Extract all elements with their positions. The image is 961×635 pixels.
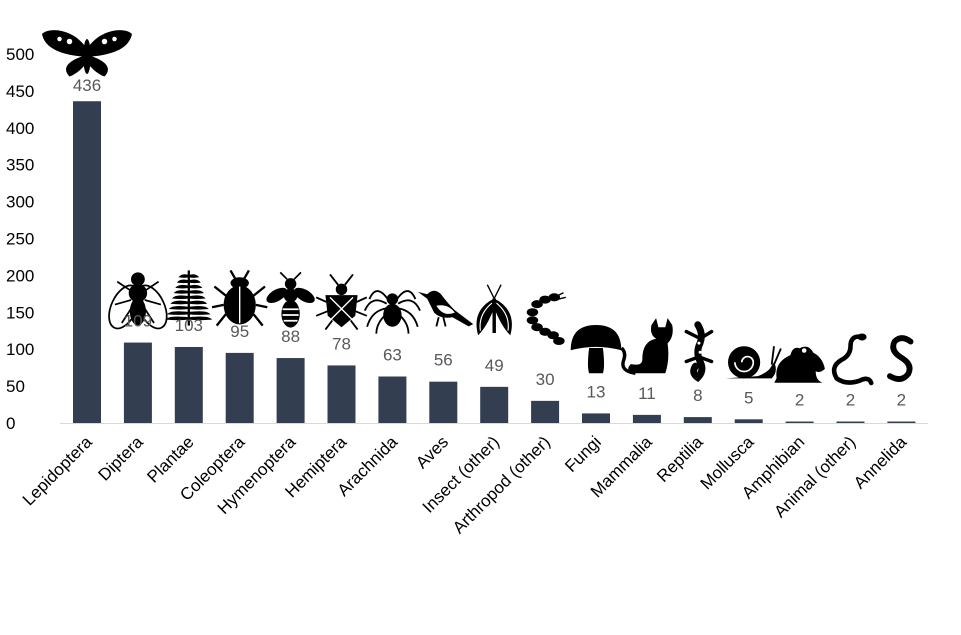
data-label: 56 (434, 351, 453, 370)
mushroom-icon (570, 325, 622, 374)
data-label: 88 (281, 327, 300, 346)
x-tick-label: Lepidoptera (19, 432, 96, 509)
bar (174, 346, 203, 423)
y-tick-label: 0 (6, 414, 15, 433)
worm-icon (887, 335, 914, 382)
data-labels: 436 109 103 95 88 78 63 56 49 30 13 11 8 5 2 2 2 (73, 76, 906, 409)
bird-icon (418, 290, 474, 327)
bar (327, 365, 356, 423)
snake-icon (831, 333, 874, 386)
x-tick-label: Arthropod (other) (449, 432, 554, 537)
data-label: 49 (485, 356, 504, 375)
data-label: 436 (73, 76, 101, 95)
data-label: 2 (846, 391, 855, 410)
bar (73, 101, 101, 424)
x-tick-label: Aves (412, 432, 452, 472)
bar (836, 421, 865, 423)
moth-icon (42, 30, 132, 77)
frog-icon (774, 346, 825, 383)
bar (887, 421, 916, 423)
y-tick-label: 50 (6, 377, 25, 396)
bar (480, 386, 509, 423)
data-label: 5 (744, 388, 753, 407)
bar (734, 419, 763, 423)
y-tick-label: 400 (6, 119, 34, 138)
y-tick-label: 250 (6, 230, 34, 249)
y-axis: 0 50 100 150 200 250 300 350 400 450 500 (6, 45, 34, 433)
y-tick-label: 100 (6, 340, 34, 359)
bars (73, 101, 916, 424)
data-label: 78 (332, 334, 351, 353)
bar (429, 381, 458, 423)
bar (123, 342, 152, 423)
bar (582, 413, 610, 423)
beetle-icon (211, 269, 268, 327)
y-tick-label: 500 (6, 45, 34, 64)
y-tick-label: 200 (6, 266, 34, 285)
millipede-icon (526, 292, 566, 346)
y-tick-label: 350 (6, 156, 34, 175)
bar (531, 400, 560, 423)
spider-icon (363, 290, 421, 334)
y-tick-label: 450 (6, 82, 34, 101)
bee-icon (266, 271, 315, 328)
data-label: 63 (383, 346, 402, 365)
y-tick-label: 300 (6, 193, 34, 212)
snail-icon (725, 346, 782, 379)
data-label: 95 (230, 322, 249, 341)
bar (683, 417, 712, 423)
fern-icon (165, 270, 213, 326)
x-tick-label: Annelida (850, 432, 911, 493)
data-label: 2 (897, 391, 906, 410)
fly-icon (108, 272, 168, 330)
x-tick-label: Diptera (95, 432, 148, 485)
data-label: 109 (124, 312, 152, 331)
winged-insect-icon (476, 284, 512, 336)
bar (225, 352, 254, 423)
y-tick-label: 150 (6, 303, 34, 322)
data-label: 2 (795, 391, 804, 410)
bar (378, 376, 407, 423)
data-label: 103 (175, 316, 203, 335)
gecko-icon (684, 321, 714, 383)
bar (632, 414, 661, 423)
stink-bug-icon (315, 273, 368, 331)
data-label: 11 (638, 384, 656, 403)
icons (42, 30, 914, 386)
data-label: 8 (693, 386, 702, 405)
data-label: 30 (536, 370, 555, 389)
bar (785, 421, 814, 423)
cat-icon (620, 318, 673, 376)
data-label: 13 (587, 382, 606, 401)
x-tick-label: Fungi (561, 432, 605, 476)
bar (276, 358, 305, 423)
x-axis: LepidopteraDipteraPlantaeColeopteraHymen… (19, 432, 911, 537)
